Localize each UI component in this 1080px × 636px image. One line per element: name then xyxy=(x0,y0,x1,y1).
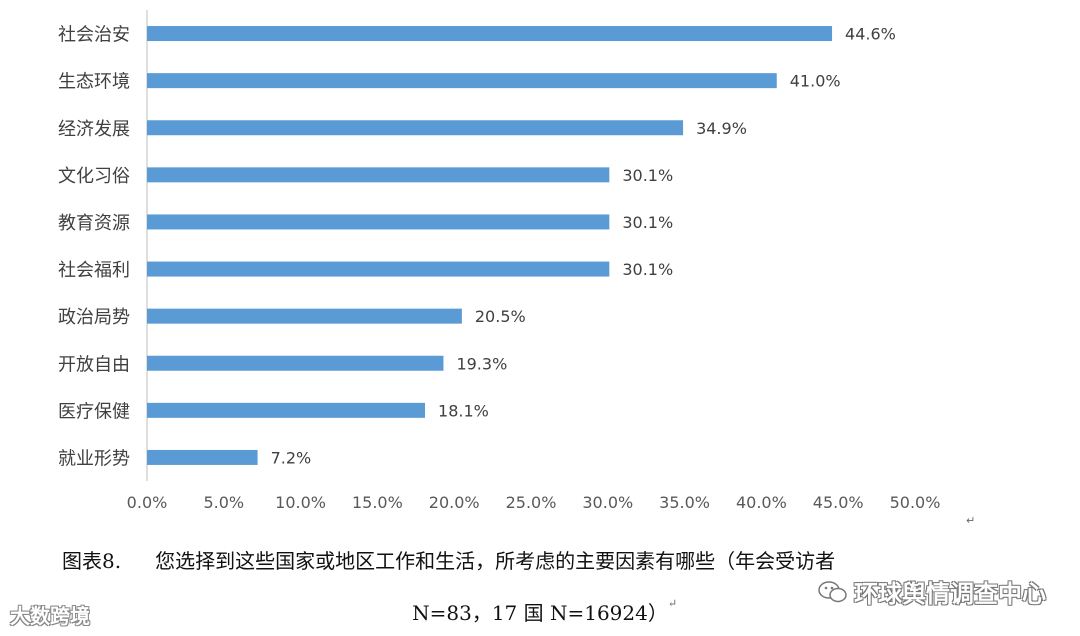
watermark-right-text: 环球舆情调查中心 xyxy=(854,580,1046,608)
data-label: 44.6% xyxy=(845,25,896,44)
x-tick-label: 50.0% xyxy=(890,493,941,512)
data-label: 7.2% xyxy=(271,448,312,467)
figure-caption-line2: N=83，17 国 N=16924） ↵ xyxy=(0,597,1080,626)
wechat-icon xyxy=(818,580,847,602)
bar xyxy=(147,402,426,418)
x-tick-label: 35.0% xyxy=(659,493,710,512)
category-label: 文化习俗 xyxy=(58,166,130,187)
data-label: 19.3% xyxy=(456,354,507,373)
watermark-left: 大数跨境 xyxy=(10,600,90,629)
watermark-left-text: 大数跨境 xyxy=(10,604,90,628)
x-tick-label: 25.0% xyxy=(506,493,557,512)
watermark-right: 环球舆情调查中心 xyxy=(818,574,1046,609)
x-tick-label: 40.0% xyxy=(736,493,787,512)
category-label: 社会治安 xyxy=(58,25,130,46)
category-label: 就业形势 xyxy=(58,448,130,469)
data-label: 30.1% xyxy=(622,260,673,279)
category-label: 医疗保健 xyxy=(58,401,130,422)
category-label: 社会福利 xyxy=(58,260,130,281)
bar xyxy=(147,73,777,89)
data-label: 30.1% xyxy=(622,166,673,185)
category-label: 生态环境 xyxy=(58,72,130,93)
bar-chart: 社会治安 44.6% 生态环境 41.0% 经济发展 34.9% 文化习俗 30.1% 教育资源… xyxy=(58,10,941,512)
bar xyxy=(147,167,610,183)
bar xyxy=(147,214,610,230)
x-tick-label: 10.0% xyxy=(275,493,326,512)
caption-text: 您选择到这些国家或地区工作和生活，所考虑的主要因素有哪些（年会受访者 xyxy=(155,549,836,573)
x-tick-label: 30.0% xyxy=(582,493,633,512)
x-tick-label: 15.0% xyxy=(352,493,403,512)
data-label: 41.0% xyxy=(790,72,841,91)
x-tick-label: 0.0% xyxy=(127,493,168,512)
category-label: 政治局势 xyxy=(58,307,130,328)
bar xyxy=(147,26,833,42)
data-label: 34.9% xyxy=(696,119,747,138)
x-tick-label: 5.0% xyxy=(203,493,244,512)
data-label: 20.5% xyxy=(475,307,526,326)
figure-caption-line1: 图表8. 您选择到这些国家或地区工作和生活，所考虑的主要因素有哪些（年会受访者 xyxy=(62,545,835,574)
category-label: 教育资源 xyxy=(58,213,130,234)
return-mark: ↵ xyxy=(667,597,678,610)
data-label: 18.1% xyxy=(438,401,489,420)
data-label: 30.1% xyxy=(622,213,673,232)
x-tick-label: 20.0% xyxy=(429,493,480,512)
bar xyxy=(147,308,462,324)
bar xyxy=(147,355,444,371)
x-tick-label: 45.0% xyxy=(813,493,864,512)
figure-number: 图表8. xyxy=(62,549,122,573)
bar xyxy=(147,449,258,465)
category-label: 经济发展 xyxy=(58,119,130,140)
caption-sample-size: N=83，17 国 N=16924） xyxy=(412,601,668,625)
bar xyxy=(147,120,684,136)
return-mark-chart: ↵ xyxy=(966,514,976,527)
category-label: 开放自由 xyxy=(58,354,130,375)
bar xyxy=(147,261,610,277)
